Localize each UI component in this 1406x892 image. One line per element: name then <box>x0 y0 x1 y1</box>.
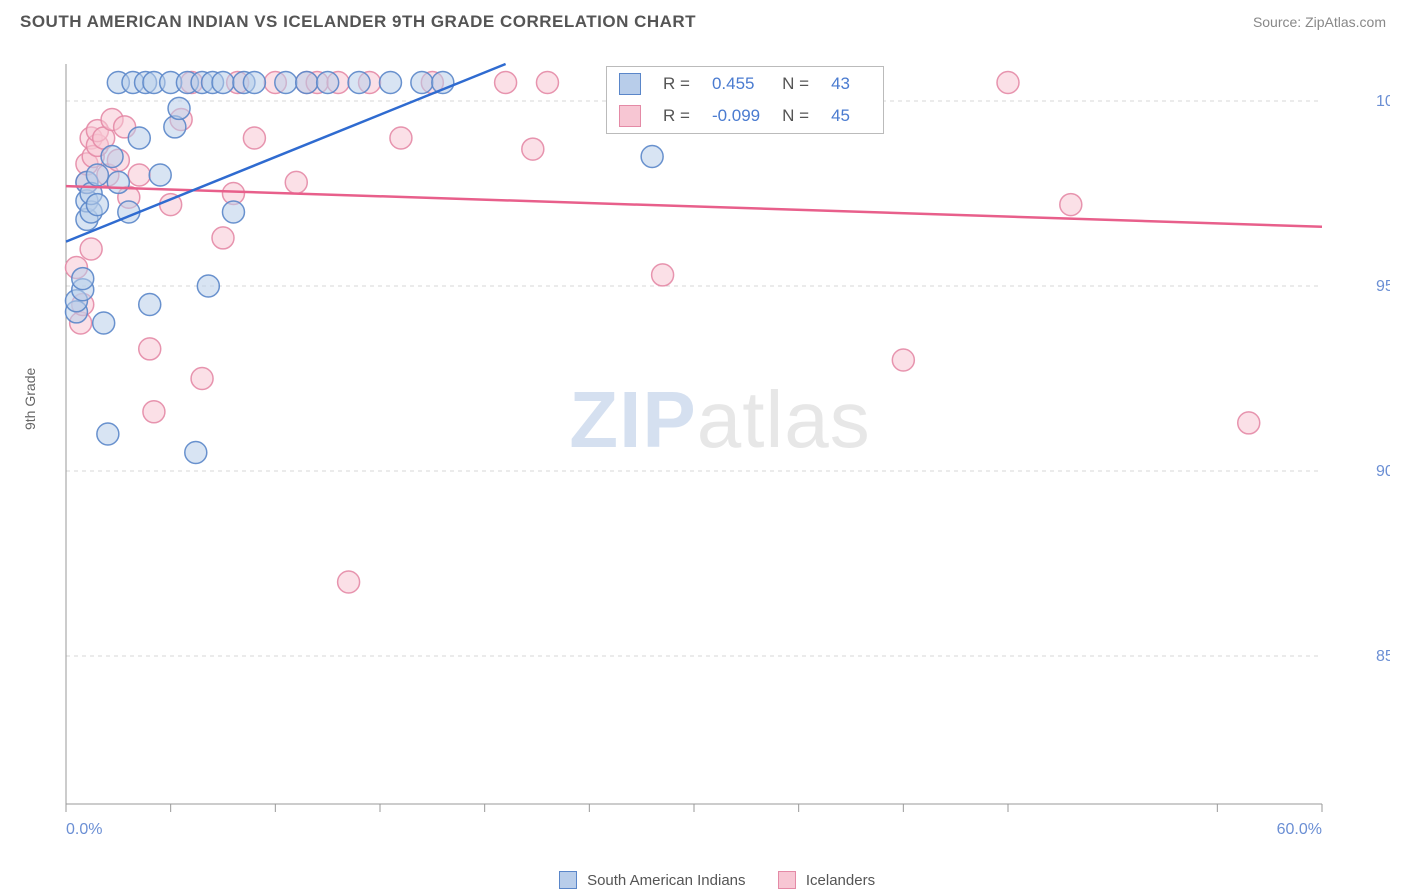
svg-text:90.0%: 90.0% <box>1376 463 1390 480</box>
svg-text:85.0%: 85.0% <box>1376 648 1390 665</box>
legend-swatch-b <box>778 871 796 889</box>
legend: South American Indians Icelanders <box>0 871 1406 889</box>
legend-swatch-a <box>559 871 577 889</box>
y-axis-label: 9th Grade <box>22 368 38 430</box>
correlation-stats-box: R =0.455N =43R =-0.099N =45 <box>606 66 884 134</box>
svg-text:60.0%: 60.0% <box>1277 821 1322 838</box>
legend-label-b: Icelanders <box>806 872 875 889</box>
svg-text:0.0%: 0.0% <box>66 821 102 838</box>
svg-text:95.0%: 95.0% <box>1376 278 1390 295</box>
scatter-chart: 85.0% 90.0% 95.0% 100.0% 0.0% 60.0% <box>50 52 1390 852</box>
chart-container: 85.0%90.0%95.0%100.0%0.0%60.0% ZIPatlas … <box>50 52 1390 852</box>
legend-label-a: South American Indians <box>587 872 745 889</box>
chart-title: SOUTH AMERICAN INDIAN VS ICELANDER 9TH G… <box>20 12 696 32</box>
source-attribution: Source: ZipAtlas.com <box>1253 14 1386 30</box>
svg-text:100.0%: 100.0% <box>1376 93 1390 110</box>
